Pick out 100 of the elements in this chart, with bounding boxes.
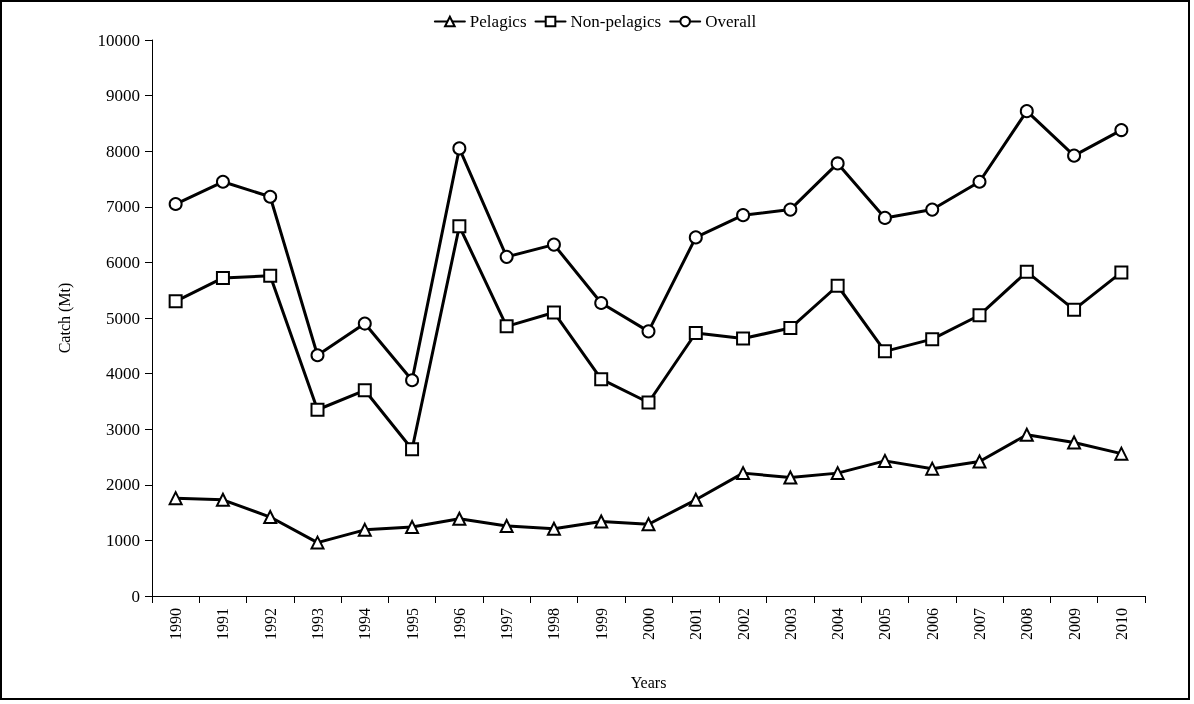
point: [1019, 264, 1034, 279]
point: [405, 373, 420, 388]
point: [452, 141, 467, 156]
point: [972, 308, 987, 323]
point: [783, 321, 798, 336]
point: [783, 202, 798, 217]
point: [925, 202, 940, 217]
point: [641, 395, 656, 410]
point: [877, 453, 892, 468]
point: [641, 517, 656, 532]
point: [546, 521, 561, 536]
x-tick-label: 2005: [876, 608, 894, 640]
point: [877, 344, 892, 359]
legend-label: Pelagics: [469, 12, 527, 31]
point: [925, 332, 940, 347]
point: [546, 305, 561, 320]
point: [215, 174, 230, 189]
point: [263, 189, 278, 204]
point: [972, 174, 987, 189]
point: [877, 210, 892, 225]
y-tick-label: 6000: [106, 252, 140, 272]
y-tick-label: 7000: [106, 197, 140, 217]
point: [1114, 123, 1129, 138]
legend-label: Non-pelagics: [570, 12, 662, 31]
x-tick-label: 1993: [309, 608, 326, 640]
point: [1067, 148, 1082, 163]
y-tick-label: 3000: [106, 419, 140, 439]
point: [1067, 302, 1082, 317]
y-tick-label: 0: [131, 586, 140, 606]
point: [405, 520, 420, 535]
x-tick-label: 1999: [592, 608, 610, 640]
y-tick-label: 9000: [106, 86, 140, 106]
y-tick-label: 10000: [97, 30, 140, 50]
point: [925, 461, 940, 476]
point: [736, 208, 751, 223]
point: [1067, 435, 1082, 450]
point: [688, 230, 703, 245]
point: [688, 492, 703, 507]
x-tick-label: 2007: [971, 608, 988, 640]
point: [452, 511, 467, 526]
point: [357, 383, 372, 398]
legend-label: Overall: [705, 12, 757, 31]
point: [1019, 104, 1034, 119]
x-tick-label: 2001: [687, 608, 705, 640]
point: [168, 491, 183, 506]
point: [310, 348, 325, 363]
x-tick-label: 1992: [261, 608, 279, 640]
x-tick-label: 1998: [545, 608, 563, 640]
point: [452, 219, 467, 234]
x-tick-label: 1995: [403, 608, 421, 640]
x-axis-title: Years: [630, 673, 667, 691]
y-tick-label: 2000: [106, 475, 140, 495]
point: [594, 295, 609, 310]
x-tick-label: 2008: [1018, 608, 1036, 640]
point: [215, 492, 230, 507]
y-axis-title: Catch (Mt): [55, 282, 74, 354]
point: [168, 197, 183, 212]
x-tick-label: 2000: [640, 608, 657, 640]
point: [1114, 265, 1129, 280]
x-tick-label: 1994: [356, 608, 374, 640]
point: [499, 319, 514, 334]
x-tick-label: 2009: [1065, 608, 1083, 640]
point: [546, 237, 561, 252]
y-tick-label: 5000: [106, 308, 140, 328]
point: [215, 270, 230, 285]
point: [405, 442, 420, 457]
x-tick-label: 2002: [734, 608, 752, 640]
y-tick-label: 1000: [106, 530, 140, 550]
point: [499, 518, 514, 533]
point: [310, 402, 325, 417]
point: [594, 514, 609, 529]
x-tick-label: 1997: [498, 608, 516, 640]
point: [1114, 446, 1129, 461]
point: [688, 326, 703, 341]
point: [830, 156, 845, 171]
point: [736, 331, 751, 346]
point: [830, 278, 845, 293]
x-tick-label: 1996: [450, 608, 468, 640]
y-tick-label: 8000: [106, 141, 140, 161]
point: [783, 470, 798, 485]
point: [972, 454, 987, 469]
point: [263, 268, 278, 283]
x-tick-label: 1990: [167, 608, 185, 640]
point: [641, 324, 656, 339]
point: [310, 535, 325, 550]
point: [357, 522, 372, 537]
x-tick-label: 2003: [781, 608, 799, 640]
point: [736, 466, 751, 481]
x-tick-label: 2006: [923, 608, 941, 640]
point: [499, 249, 514, 264]
x-tick-label: 1991: [214, 608, 232, 640]
point: [1019, 427, 1034, 442]
x-tick-label: 2004: [829, 608, 847, 640]
point: [357, 316, 372, 331]
point: [168, 294, 183, 309]
point: [594, 372, 609, 387]
point: [263, 510, 278, 525]
y-tick-label: 4000: [106, 364, 140, 384]
point: [830, 466, 845, 481]
x-tick-label: 2010: [1112, 608, 1130, 640]
